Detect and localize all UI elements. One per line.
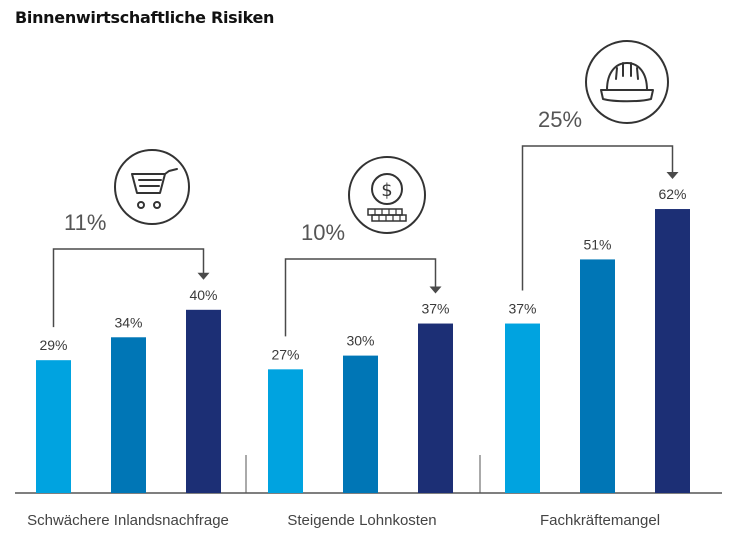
bar-value-label: 62%: [658, 186, 686, 202]
bar: [268, 369, 303, 493]
arrow-down-icon: [197, 272, 210, 280]
bar-value-label: 37%: [421, 301, 449, 317]
change-label: 25%: [538, 107, 582, 132]
bar-value-label: 40%: [189, 287, 217, 303]
change-connector: [521, 145, 674, 291]
category-label: Schwächere Inlandsnachfrage: [27, 512, 229, 529]
change-label: 10%: [301, 220, 345, 245]
bar: [580, 259, 615, 493]
change-connector: [284, 258, 437, 337]
bar-value-label: 34%: [114, 314, 142, 330]
bar: [36, 360, 71, 493]
arrow-down-icon: [429, 286, 442, 294]
shopping-cart-icon: [114, 149, 190, 225]
svg-text:$: $: [381, 180, 392, 201]
category-label: Fachkräftemangel: [540, 512, 660, 529]
bar: [186, 309, 221, 493]
dollar-coins-icon: $: [348, 156, 426, 234]
change-label: 11%: [64, 210, 106, 235]
bar-value-label: 51%: [583, 236, 611, 252]
change-connector: [52, 248, 205, 328]
bar-value-label: 30%: [346, 333, 374, 349]
bar-value-label: 29%: [39, 337, 67, 353]
bar-value-label: 27%: [271, 346, 299, 362]
bar: [505, 323, 540, 493]
bar: [111, 337, 146, 493]
bar-value-label: 37%: [508, 301, 536, 317]
hard-hat-icon: [585, 40, 669, 124]
bar: [655, 209, 690, 494]
arrow-down-icon: [666, 172, 679, 180]
chart-title: Binnenwirtschaftliche Risiken: [15, 8, 275, 27]
bar: [343, 355, 378, 493]
bar: [418, 323, 453, 493]
category-label: Steigende Lohnkosten: [287, 512, 436, 529]
